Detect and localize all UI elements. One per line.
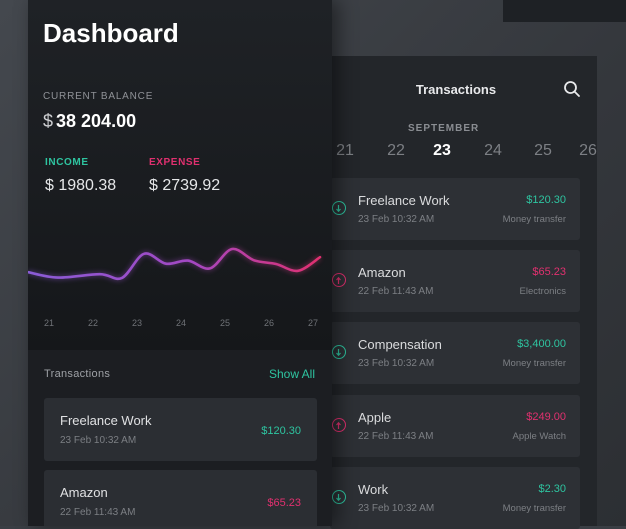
- arrow-down-icon: [332, 201, 346, 215]
- expense-value: $ 2739.92: [149, 177, 220, 195]
- dashboard-header: [28, 0, 332, 350]
- day-22[interactable]: 22: [387, 142, 405, 159]
- x-tick-label: 21: [43, 318, 54, 328]
- expense-label: EXPENSE: [149, 157, 201, 168]
- currency-symbol: $: [45, 177, 54, 194]
- transaction-amount: $2.30: [538, 483, 566, 495]
- transaction-name: Amazon: [60, 485, 108, 500]
- balance-chart: [28, 246, 322, 282]
- arrow-up-icon: [332, 418, 346, 432]
- transaction-date: 22 Feb 11:43 AM: [358, 431, 434, 442]
- chart-line: [28, 247, 322, 281]
- x-tick-label: 25: [219, 318, 230, 328]
- day-26[interactable]: 26: [579, 142, 597, 159]
- transaction-card[interactable]: Amazon 22 Feb 11:43 AM $65.23: [44, 470, 317, 526]
- arrow-down-icon: [332, 345, 346, 359]
- transaction-date: 22 Feb 11:43 AM: [60, 507, 136, 518]
- background-card: [503, 0, 626, 22]
- transaction-name: Freelance Work: [358, 193, 450, 208]
- transaction-date: 23 Feb 10:32 AM: [358, 214, 435, 225]
- transaction-category: Apple Watch: [512, 431, 566, 442]
- arrow-down-icon: [332, 490, 346, 504]
- transaction-amount: $120.30: [261, 425, 301, 437]
- page-title: Dashboard: [43, 18, 179, 48]
- expense-amount: 2739.92: [162, 177, 221, 194]
- currency-symbol: $: [149, 177, 158, 194]
- transaction-card[interactable]: Apple 22 Feb 11:43 AM $249.00 Apple Watch: [330, 395, 580, 457]
- transaction-card[interactable]: Freelance Work 23 Feb 10:32 AM $120.30: [44, 398, 317, 461]
- search-icon[interactable]: [563, 80, 581, 98]
- transaction-date: 23 Feb 10:32 AM: [60, 435, 137, 446]
- current-balance-label: CURRENT BALANCE: [43, 91, 154, 102]
- show-all-link[interactable]: Show All: [268, 367, 315, 381]
- transaction-amount: $249.00: [526, 411, 566, 423]
- transaction-amount: $3,400.00: [517, 338, 566, 350]
- transaction-name: Apple: [358, 410, 392, 425]
- transaction-card[interactable]: Freelance Work 23 Feb 10:32 AM $120.30 Mone…: [330, 178, 580, 240]
- transaction-card[interactable]: Compensation 23 Feb 10:32 AM $3,400.00 Mone…: [330, 322, 580, 384]
- chart-x-axis: 21 22 23 24 25 26 27: [28, 318, 332, 330]
- income-amount: 1980.38: [58, 177, 117, 194]
- x-tick-label: 26: [263, 318, 274, 328]
- transaction-card[interactable]: Amazon 22 Feb 11:43 AM $65.23 Electronics: [330, 250, 580, 312]
- transaction-name: Work: [358, 482, 389, 497]
- x-tick-label: 27: [307, 318, 318, 328]
- month-label: SEPTEMBER: [408, 123, 480, 134]
- day-25[interactable]: 25: [534, 142, 552, 159]
- x-tick-label: 22: [87, 318, 98, 328]
- transactions-panel: Transactions SEPTEMBER 21 22 23 24 25 26 Free…: [318, 56, 597, 529]
- transaction-amount: $65.23: [532, 266, 566, 278]
- day-23[interactable]: 23: [433, 142, 451, 159]
- x-tick-label: 24: [175, 318, 186, 328]
- day-selector: 21 22 23 24 25 26: [318, 142, 608, 166]
- transaction-date: 23 Feb 10:32 AM: [358, 358, 435, 369]
- dashboard-panel: Dashboard CURRENT BALANCE $38 204.00 INC…: [28, 0, 332, 526]
- transactions-panel-title: Transactions: [415, 82, 497, 97]
- transaction-name: Compensation: [358, 337, 442, 352]
- current-balance-value: 38 204.00: [56, 111, 137, 131]
- transaction-category: Money transfer: [502, 358, 566, 369]
- transaction-category: Money transfer: [502, 214, 566, 225]
- transaction-category: Electronics: [519, 286, 566, 297]
- transaction-date: 22 Feb 11:43 AM: [358, 286, 434, 297]
- income-value: $ 1980.38: [45, 177, 116, 195]
- current-balance: $38 204.00: [43, 111, 136, 132]
- transaction-amount: $65.23: [267, 497, 301, 509]
- transaction-amount: $120.30: [526, 194, 566, 206]
- transaction-date: 23 Feb 10:32 AM: [358, 503, 435, 514]
- transaction-card[interactable]: Work 23 Feb 10:32 AM $2.30 Money transfer: [330, 467, 580, 529]
- day-21[interactable]: 21: [336, 142, 354, 159]
- currency-symbol: $: [43, 111, 54, 131]
- day-24[interactable]: 24: [484, 142, 502, 159]
- transaction-category: Money transfer: [502, 503, 566, 514]
- income-label: INCOME: [45, 157, 89, 168]
- transactions-heading: Transactions: [44, 368, 111, 380]
- transaction-name: Amazon: [358, 265, 406, 280]
- transaction-name: Freelance Work: [60, 413, 152, 428]
- x-tick-label: 23: [131, 318, 142, 328]
- arrow-up-icon: [332, 273, 346, 287]
